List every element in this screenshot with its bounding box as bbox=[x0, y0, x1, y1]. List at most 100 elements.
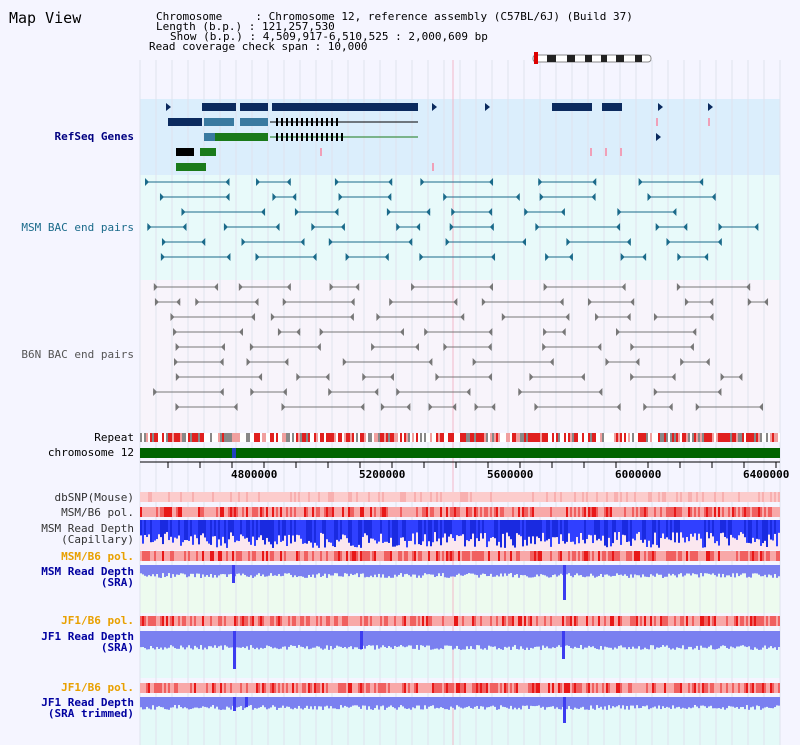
polymorphism-segment bbox=[150, 551, 152, 561]
depth-bar bbox=[766, 565, 768, 578]
polymorphism-segment bbox=[270, 551, 272, 561]
depth-bar bbox=[388, 631, 390, 647]
track-label-msm-depth-sra[interactable]: MSM Read Depth (SRA) bbox=[41, 565, 134, 589]
track-label-msm-bac[interactable]: MSM BAC end pairs bbox=[21, 221, 134, 234]
polymorphism-segment bbox=[218, 492, 220, 502]
repeat-segment bbox=[638, 433, 640, 442]
polymorphism-segment bbox=[614, 616, 616, 626]
polymorphism-segment bbox=[734, 492, 736, 502]
depth-bar bbox=[668, 631, 670, 648]
depth-bar bbox=[328, 631, 330, 650]
repeat-segment bbox=[246, 433, 248, 442]
track-label-jf1-depth-sra[interactable]: JF1 Read Depth (SRA) bbox=[41, 630, 134, 654]
polymorphism-segment bbox=[556, 507, 558, 517]
bac-end-arrow bbox=[559, 298, 564, 306]
depth-bar bbox=[592, 631, 594, 647]
polymorphism-segment bbox=[736, 616, 738, 626]
depth-bar bbox=[624, 520, 626, 536]
polymorphism-segment bbox=[634, 683, 636, 693]
polymorphism-segment bbox=[214, 551, 216, 561]
polymorphism-segment bbox=[756, 616, 758, 626]
depth-bar bbox=[142, 565, 144, 575]
polymorphism-segment bbox=[330, 616, 332, 626]
polymorphism-segment bbox=[262, 492, 264, 502]
polymorphism-segment bbox=[286, 616, 288, 626]
polymorphism-segment bbox=[252, 507, 254, 517]
polymorphism-segment bbox=[296, 551, 298, 561]
repeat-segment bbox=[572, 433, 574, 442]
polymorphism-segment bbox=[628, 551, 630, 561]
depth-bar bbox=[718, 697, 720, 709]
track-label-repeat[interactable]: Repeat bbox=[94, 431, 134, 444]
depth-bar bbox=[684, 631, 686, 650]
track-label-msm-b6-pol-2[interactable]: MSM/B6 pol. bbox=[61, 550, 134, 563]
polymorphism-segment bbox=[652, 492, 654, 502]
polymorphism-segment bbox=[332, 616, 334, 626]
depth-bar bbox=[266, 631, 268, 646]
polymorphism-segment bbox=[508, 492, 510, 502]
depth-bar bbox=[486, 565, 488, 577]
track-label-b6n-bac[interactable]: B6N BAC end pairs bbox=[21, 348, 134, 361]
bac-end-arrow bbox=[219, 388, 224, 396]
depth-bar bbox=[250, 697, 252, 706]
depth-bar bbox=[622, 565, 624, 576]
depth-bar bbox=[580, 631, 582, 646]
polymorphism-segment bbox=[260, 551, 262, 561]
track-label-msm-b6-pol-1[interactable]: MSM/B6 pol. bbox=[61, 506, 134, 519]
depth-bar bbox=[426, 631, 428, 646]
depth-bar bbox=[614, 631, 616, 648]
repeat-segment bbox=[628, 433, 630, 442]
polymorphism-segment bbox=[638, 616, 640, 626]
polymorphism-segment bbox=[476, 683, 478, 693]
depth-bar bbox=[634, 697, 636, 709]
depth-bar bbox=[202, 565, 204, 575]
track-label-refseq[interactable]: RefSeq Genes bbox=[54, 130, 134, 143]
polymorphism-segment bbox=[308, 616, 310, 626]
polymorphism-segment bbox=[738, 616, 740, 626]
depth-bar bbox=[650, 565, 652, 575]
depth-bar bbox=[600, 565, 602, 575]
polymorphism-segment bbox=[224, 616, 226, 626]
chromosome-highlight bbox=[232, 448, 236, 458]
polymorphism-segment bbox=[228, 507, 230, 517]
polymorphism-segment bbox=[198, 616, 200, 626]
track-label-jf1-b6-pol-1[interactable]: JF1/B6 pol. bbox=[61, 614, 134, 627]
polymorphism-segment bbox=[694, 551, 696, 561]
polymorphism-segment bbox=[248, 507, 250, 517]
track-label-chromosome[interactable]: chromosome 12 bbox=[47, 446, 134, 459]
repeat-segment bbox=[222, 433, 224, 442]
depth-spike bbox=[233, 697, 236, 711]
polymorphism-segment bbox=[664, 683, 666, 693]
polymorphism-segment bbox=[666, 616, 668, 626]
polymorphism-segment bbox=[594, 492, 596, 502]
polymorphism-segment bbox=[164, 551, 166, 561]
track-label-msm-depth-capillary[interactable]: MSM Read Depth (Capillary) bbox=[41, 522, 134, 546]
polymorphism-segment bbox=[564, 616, 566, 626]
polymorphism-segment bbox=[510, 551, 512, 561]
polymorphism-segment bbox=[212, 683, 214, 693]
polymorphism-segment bbox=[270, 616, 272, 626]
polymorphism-segment bbox=[576, 492, 578, 502]
polymorphism-segment bbox=[392, 616, 394, 626]
polymorphism-segment bbox=[162, 492, 164, 502]
repeat-segment bbox=[770, 433, 772, 442]
depth-bar bbox=[778, 565, 780, 577]
track-label-jf1-b6-pol-2[interactable]: JF1/B6 pol. bbox=[61, 681, 134, 694]
depth-bar bbox=[640, 565, 642, 578]
polymorphism-segment bbox=[148, 492, 150, 502]
depth-bar bbox=[170, 631, 172, 646]
polymorphism-segment bbox=[602, 507, 604, 517]
polymorphism-segment bbox=[276, 492, 278, 502]
track-label-dbsnp[interactable]: dbSNP(Mouse) bbox=[54, 491, 134, 504]
polymorphism-segment bbox=[156, 683, 158, 693]
bac-end-arrow bbox=[445, 238, 450, 246]
polymorphism-segment bbox=[754, 492, 756, 502]
polymorphism-segment bbox=[522, 683, 524, 693]
repeat-segment bbox=[562, 433, 564, 442]
polymorphism-segment bbox=[320, 551, 322, 561]
depth-bar bbox=[724, 697, 726, 710]
depth-bar bbox=[576, 565, 578, 574]
polymorphism-segment bbox=[676, 507, 678, 517]
polymorphism-segment bbox=[182, 683, 184, 693]
track-label-jf1-depth-trimmed[interactable]: JF1 Read Depth (SRA trimmed) bbox=[41, 696, 134, 720]
